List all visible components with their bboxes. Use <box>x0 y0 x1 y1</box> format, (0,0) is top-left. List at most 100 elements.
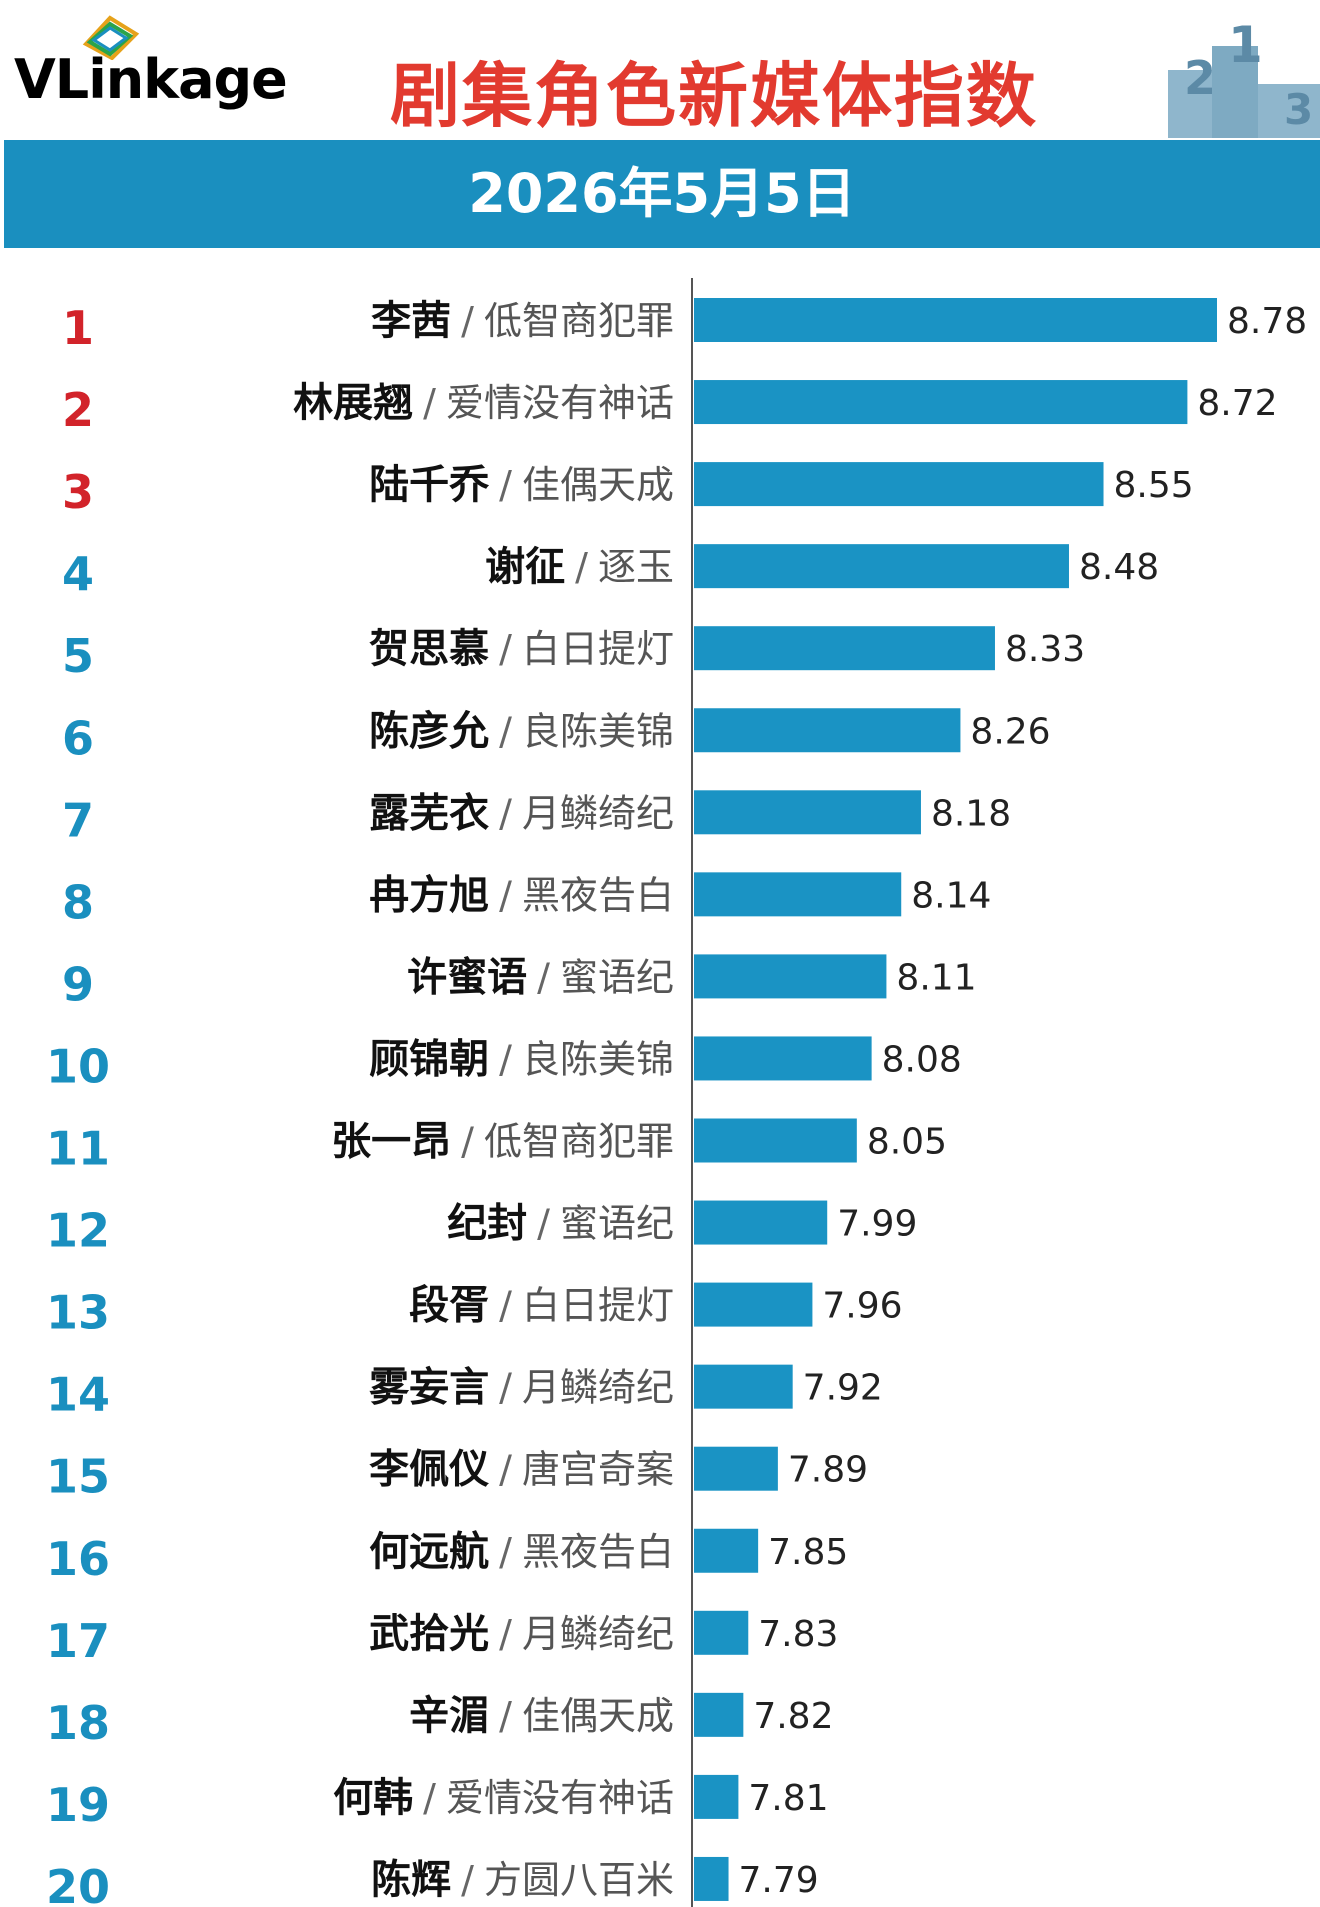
character-name: 许蜜语 <box>407 954 527 1000</box>
drama-label: 黑夜告白 <box>522 873 674 917</box>
drama-label: 低智商犯罪 <box>484 1120 674 1164</box>
drama-label: 白日提灯 <box>522 1284 674 1328</box>
bar <box>694 1446 778 1491</box>
drama-label: 良陈美锦 <box>522 709 674 753</box>
separator: / <box>499 709 512 753</box>
drama-label: 月鳞绮纪 <box>522 1366 674 1410</box>
character-name: 陈彦允 <box>369 708 489 754</box>
character-name: 陆千乔 <box>369 462 489 508</box>
character-name: 武拾光 <box>369 1611 489 1657</box>
value-label: 8.11 <box>896 957 976 998</box>
rank-number: 16 <box>46 1532 110 1586</box>
header: VLinkage 剧集角色新媒体指数 2 1 3 <box>0 0 1320 138</box>
character-name: 李佩仪 <box>369 1447 489 1493</box>
character-name: 李茜 <box>371 298 451 344</box>
value-label: 7.89 <box>788 1450 868 1491</box>
character-name: 顾锦朝 <box>369 1036 489 1082</box>
value-label: 7.82 <box>753 1696 833 1737</box>
separator: / <box>499 1448 512 1492</box>
value-label: 8.26 <box>970 711 1050 752</box>
character-name: 何韩 <box>333 1775 413 1821</box>
value-label: 7.99 <box>837 1204 917 1245</box>
drama-label: 低智商犯罪 <box>484 299 674 343</box>
rank-number: 17 <box>46 1614 110 1668</box>
bar <box>694 1692 744 1737</box>
separator: / <box>499 791 512 835</box>
rank-number: 20 <box>46 1860 110 1907</box>
separator: / <box>499 1284 512 1328</box>
svg-text:3: 3 <box>1284 85 1313 134</box>
bar <box>694 708 961 753</box>
rank-number: 11 <box>46 1122 110 1176</box>
drama-label: 方圆八百米 <box>484 1858 674 1902</box>
character-name: 林展翘 <box>293 380 413 426</box>
drama-label: 蜜语纪 <box>560 1202 674 1246</box>
rank-number: 2 <box>62 383 94 437</box>
rank-number: 8 <box>62 875 94 929</box>
separator: / <box>575 545 588 589</box>
value-label: 7.92 <box>803 1368 883 1409</box>
bar <box>694 626 995 671</box>
svg-text:1: 1 <box>1228 16 1263 74</box>
value-label: 8.14 <box>911 875 991 916</box>
bar <box>694 544 1069 589</box>
character-name: 谢征 <box>485 544 565 590</box>
bar <box>694 954 887 999</box>
rank-number: 5 <box>62 629 94 683</box>
drama-label: 月鳞绮纪 <box>522 791 674 835</box>
bar <box>694 872 902 917</box>
value-label: 8.72 <box>1197 383 1277 424</box>
value-label: 8.18 <box>931 793 1011 834</box>
podium-icon: 2 1 3 <box>1168 16 1320 138</box>
rank-number: 4 <box>62 547 94 601</box>
separator: / <box>499 873 512 917</box>
bar <box>694 1200 828 1245</box>
value-label: 7.81 <box>748 1778 828 1819</box>
separator: / <box>499 1694 512 1738</box>
character-name: 露芜衣 <box>369 790 489 836</box>
separator: / <box>499 463 512 507</box>
drama-label: 唐宫奇案 <box>522 1448 674 1492</box>
value-label: 7.85 <box>768 1532 848 1573</box>
separator: / <box>423 1776 436 1820</box>
character-name: 雾妄言 <box>369 1365 489 1411</box>
bar <box>694 1856 729 1901</box>
bar <box>694 790 921 835</box>
logo: VLinkage <box>14 48 288 111</box>
rank-number: 10 <box>46 1039 110 1093</box>
bar <box>694 1528 759 1573</box>
value-label: 8.05 <box>867 1122 947 1163</box>
drama-label: 月鳞绮纪 <box>522 1612 674 1656</box>
character-name: 陈辉 <box>371 1857 451 1903</box>
rank-number: 19 <box>46 1778 110 1832</box>
bar <box>694 1774 739 1819</box>
separator: / <box>499 627 512 671</box>
bar <box>694 1036 872 1081</box>
rank-number: 1 <box>62 301 94 355</box>
date-banner: 2026年5月5日 <box>4 140 1320 248</box>
separator: / <box>461 1120 474 1164</box>
separator: / <box>461 299 474 343</box>
rank-number: 12 <box>46 1204 110 1258</box>
separator: / <box>499 1530 512 1574</box>
bar <box>694 1118 857 1163</box>
rank-number: 7 <box>62 793 94 847</box>
bar <box>694 1282 813 1327</box>
separator: / <box>537 955 550 999</box>
separator: / <box>499 1366 512 1410</box>
value-label: 8.08 <box>882 1039 962 1080</box>
drama-label: 佳偶天成 <box>522 463 674 507</box>
separator: / <box>461 1858 474 1902</box>
character-name: 纪封 <box>447 1201 527 1247</box>
separator: / <box>423 381 436 425</box>
value-label: 8.33 <box>1005 629 1085 670</box>
drama-label: 良陈美锦 <box>522 1037 674 1081</box>
character-name: 张一昂 <box>331 1119 451 1165</box>
svg-text:2: 2 <box>1184 51 1216 105</box>
rank-number: 3 <box>62 465 94 519</box>
logo-cards-icon <box>82 15 140 60</box>
drama-label: 白日提灯 <box>522 627 674 671</box>
rank-number: 9 <box>62 957 94 1011</box>
value-label: 7.83 <box>758 1614 838 1655</box>
character-name: 何远航 <box>369 1529 489 1575</box>
